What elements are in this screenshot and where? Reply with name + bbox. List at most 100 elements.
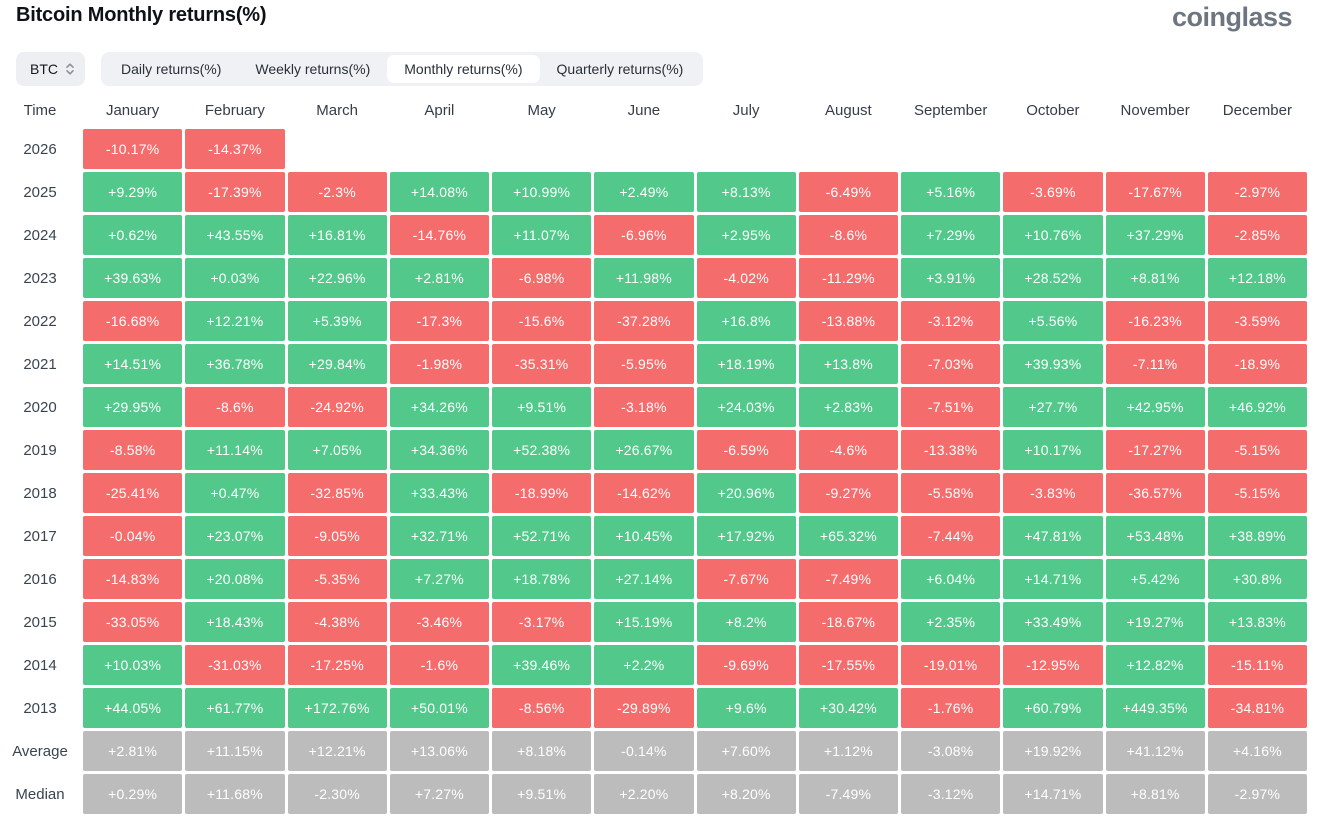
return-cell: -31.03% (185, 645, 285, 685)
return-cell: -18.67% (798, 602, 898, 642)
row-label-2021: 2021 (23, 355, 57, 373)
return-cell: +65.32% (798, 516, 898, 556)
up-down-chevron-icon (66, 63, 74, 75)
return-cell: +61.77% (185, 688, 285, 728)
return-cell: +46.92% (1207, 387, 1307, 427)
return-cell: -36.57% (1105, 473, 1205, 513)
column-header-october: October (1026, 101, 1080, 119)
return-cell: +7.60% (696, 731, 796, 771)
return-cell: +30.8% (1207, 559, 1307, 599)
column-header-december: December (1222, 101, 1292, 119)
return-cell: +13.83% (1207, 602, 1307, 642)
column-header-april: April (424, 101, 455, 119)
tab-weekly-returns[interactable]: Weekly returns(%) (238, 55, 387, 83)
return-cell: -17.55% (798, 645, 898, 685)
return-cell: -7.51% (901, 387, 1001, 427)
return-cell: +14.71% (1003, 774, 1103, 814)
return-cell: -32.85% (287, 473, 387, 513)
return-cell (901, 129, 1000, 169)
return-cell: -4.02% (696, 258, 796, 298)
row-label-2014: 2014 (23, 656, 57, 674)
return-cell: +9.29% (83, 172, 183, 212)
tab-monthly-returns[interactable]: Monthly returns(%) (387, 55, 540, 83)
return-cell: -10.17% (83, 129, 183, 169)
return-cell: +5.16% (901, 172, 1001, 212)
return-cell (1106, 129, 1205, 169)
row-label-2022: 2022 (23, 312, 57, 330)
return-cell: +12.21% (185, 301, 285, 341)
symbol-select[interactable]: BTC (16, 52, 85, 86)
return-cell: -14.37% (185, 129, 285, 169)
return-cell: +16.81% (287, 215, 387, 255)
return-cell: +34.26% (389, 387, 489, 427)
column-header-march: March (316, 101, 358, 119)
row-label-2025: 2025 (23, 183, 57, 201)
return-cell: -33.05% (83, 602, 183, 642)
tab-daily-returns[interactable]: Daily returns(%) (104, 55, 238, 83)
tab-quarterly-returns[interactable]: Quarterly returns(%) (540, 55, 701, 83)
return-cell: +8.20% (696, 774, 796, 814)
return-cell: +13.06% (389, 731, 489, 771)
return-cell: -7.03% (901, 344, 1001, 384)
return-cell: +7.27% (389, 559, 489, 599)
column-header-time: Time (23, 101, 57, 119)
return-cell: -4.6% (798, 430, 898, 470)
return-cell: +50.01% (389, 688, 489, 728)
return-cell: +2.95% (696, 215, 796, 255)
column-header-june: June (627, 101, 661, 119)
return-cell: -3.59% (1207, 301, 1307, 341)
return-cell: +2.20% (594, 774, 694, 814)
column-header-november: November (1120, 101, 1190, 119)
return-cell: -16.68% (83, 301, 183, 341)
return-cell: -19.01% (901, 645, 1001, 685)
return-cell: +0.03% (185, 258, 285, 298)
return-cell (390, 129, 489, 169)
return-cell: -37.28% (594, 301, 694, 341)
column-header-january: January (105, 101, 160, 119)
return-cell: -9.27% (798, 473, 898, 513)
symbol-select-value: BTC (30, 61, 58, 77)
return-cell (492, 129, 591, 169)
row-label-2016: 2016 (23, 570, 57, 588)
return-cell: +47.81% (1003, 516, 1103, 556)
coinglass-logo[interactable]: coinglass (1171, 2, 1293, 32)
return-cell: +7.27% (389, 774, 489, 814)
return-cell: +0.29% (83, 774, 183, 814)
returns-period-tabs: Daily returns(%) Weekly returns(%) Monthly… (101, 52, 704, 86)
topbar: Bitcoin Monthly returns(%) coinglass (0, 0, 1332, 32)
return-cell: -8.6% (185, 387, 285, 427)
row-label-average: Average (12, 742, 68, 760)
return-cell: +10.03% (83, 645, 183, 685)
return-cell: -7.44% (901, 516, 1001, 556)
return-cell: -24.92% (287, 387, 387, 427)
return-cell: +39.46% (492, 645, 592, 685)
return-cell: +2.35% (901, 602, 1001, 642)
return-cell: +2.81% (389, 258, 489, 298)
return-cell: +34.36% (389, 430, 489, 470)
return-cell: +172.76% (287, 688, 387, 728)
return-cell: -8.56% (492, 688, 592, 728)
return-cell: -7.49% (798, 774, 898, 814)
return-cell: +39.93% (1003, 344, 1103, 384)
return-cell: +30.42% (798, 688, 898, 728)
row-label-2024: 2024 (23, 226, 57, 244)
return-cell: -17.25% (287, 645, 387, 685)
return-cell: +44.05% (83, 688, 183, 728)
return-cell: -8.6% (798, 215, 898, 255)
row-label-2020: 2020 (23, 398, 57, 416)
return-cell: -3.46% (389, 602, 489, 642)
return-cell: +7.05% (287, 430, 387, 470)
return-cell: +29.95% (83, 387, 183, 427)
return-cell: +17.92% (696, 516, 796, 556)
return-cell: +20.08% (185, 559, 285, 599)
return-cell (1003, 129, 1102, 169)
return-cell: +11.15% (185, 731, 285, 771)
return-cell (799, 129, 898, 169)
return-cell: +15.19% (594, 602, 694, 642)
return-cell: +26.67% (594, 430, 694, 470)
return-cell: +16.8% (696, 301, 796, 341)
return-cell: -18.9% (1207, 344, 1307, 384)
return-cell: -9.05% (287, 516, 387, 556)
return-cell: -16.23% (1105, 301, 1205, 341)
